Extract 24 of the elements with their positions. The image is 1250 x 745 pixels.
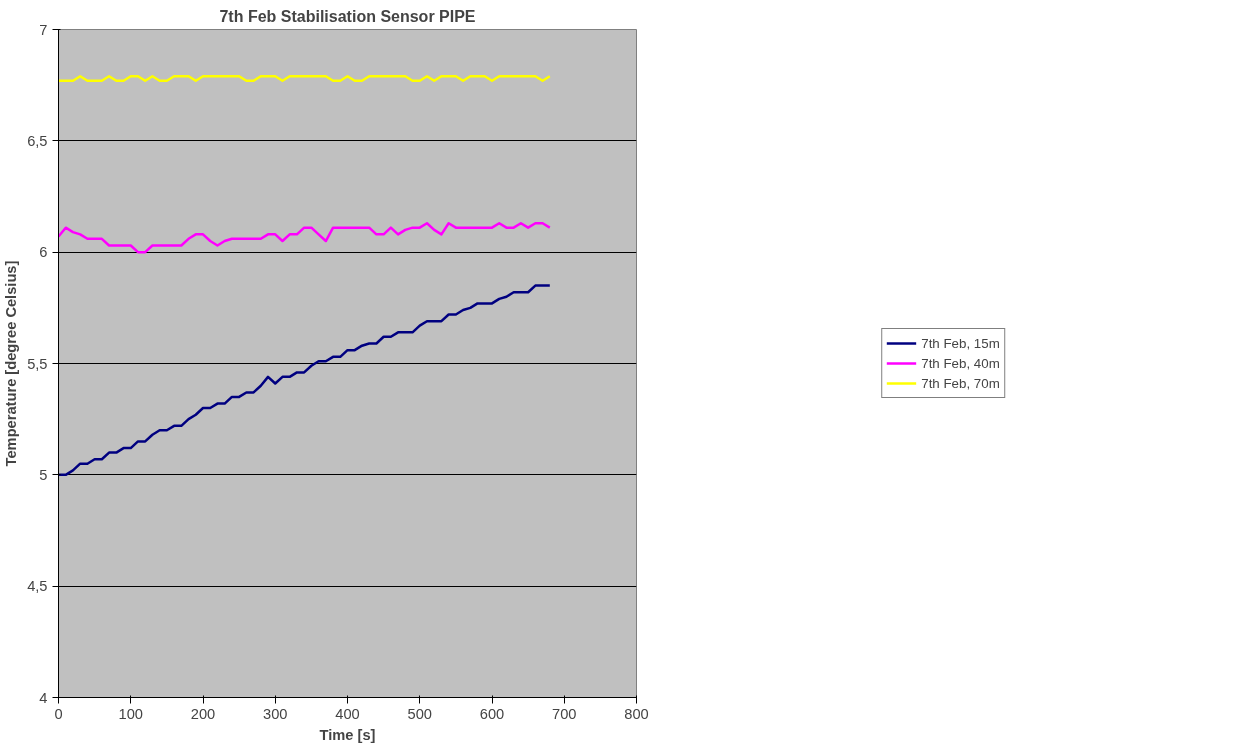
x-axis-title: Time [s] (319, 726, 376, 743)
line-series (58, 221, 552, 254)
x-tick-label: 400 (335, 705, 360, 722)
y-tick-label: 6 (39, 244, 48, 261)
x-tick-label: 300 (263, 705, 288, 722)
legend-label: 7th Feb, 40m (921, 355, 1000, 371)
legend-label: 7th Feb, 70m (921, 375, 1000, 391)
x-tick-label: 0 (54, 705, 63, 722)
y-tick-label: 4,5 (27, 578, 48, 595)
y-tick-label: 5,5 (27, 355, 48, 372)
x-tick-label: 600 (479, 705, 505, 722)
line-series (58, 284, 552, 477)
x-tick-label: 800 (624, 705, 649, 722)
y-axis-title: Temperature [degree Celsius] (3, 260, 20, 467)
x-tick-label: 500 (407, 705, 432, 722)
y-tick-label: 5 (39, 466, 48, 483)
y-tick-label: 6,5 (27, 132, 48, 149)
x-tick-label: 700 (552, 705, 577, 722)
x-tick-label: 100 (118, 705, 143, 722)
y-tick-label: 7 (39, 21, 48, 38)
y-tick-label: 4 (39, 689, 48, 706)
x-tick-label: 200 (190, 705, 216, 722)
chart-title: 7th Feb Stabilisation Sensor PIPE (219, 7, 476, 25)
legend-label: 7th Feb, 15m (921, 335, 1000, 351)
